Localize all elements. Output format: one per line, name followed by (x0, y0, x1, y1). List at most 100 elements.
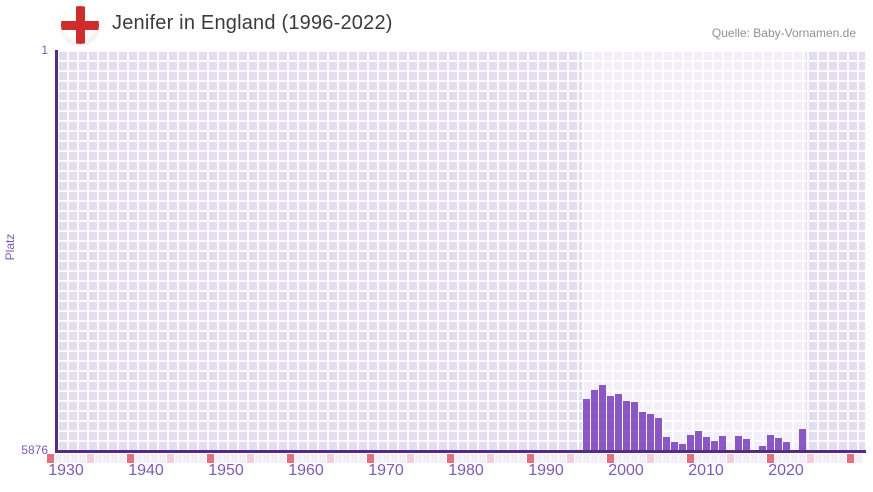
marker-cell-2023 (806, 453, 814, 463)
marker-cell-1968 (366, 453, 374, 463)
bar-2008[interactable] (686, 434, 694, 450)
marker-cell-1961 (310, 453, 318, 463)
marker-row (41, 453, 873, 463)
marker-cell-1960 (302, 453, 310, 463)
marker-cell-1987 (518, 453, 526, 463)
bar-2009[interactable] (694, 431, 702, 450)
marker-cell-2021 (790, 453, 798, 463)
marker-cell-1928 (46, 453, 54, 463)
bar-2015[interactable] (742, 439, 750, 450)
y-axis-line (55, 50, 58, 452)
bar-2011[interactable] (710, 440, 718, 450)
x-tick-label-2020: 2020 (768, 462, 804, 479)
marker-cell-2017 (758, 453, 766, 463)
marker-cell-1952 (238, 453, 246, 463)
x-tick-label-2010: 2010 (688, 462, 724, 479)
marker-cell-2016 (750, 453, 758, 463)
source-credit-link[interactable]: Quelle: Baby-Vornamen.de (711, 26, 856, 40)
marker-cell-1972 (398, 453, 406, 463)
x-tick-label-1930: 1930 (48, 462, 84, 479)
y-min-label: 5876 (21, 443, 48, 457)
marker-cell-1929 (54, 453, 62, 463)
plot-area (57, 50, 865, 450)
bar-2018[interactable] (766, 435, 774, 450)
bar-1996[interactable] (590, 389, 598, 450)
marker-cell-2013 (726, 453, 734, 463)
marker-cell-1936 (110, 453, 118, 463)
bar-2006[interactable] (670, 442, 678, 450)
marker-cell-2000 (622, 453, 630, 463)
marker-cell-1934 (94, 453, 102, 463)
bar-2012[interactable] (718, 436, 726, 450)
marker-cell-2004 (654, 453, 662, 463)
marker-cell-2027 (838, 453, 846, 463)
marker-cell-1980 (462, 453, 470, 463)
marker-cell-2006 (670, 453, 678, 463)
x-tick-label-1990: 1990 (528, 462, 564, 479)
marker-cell-1963 (326, 453, 334, 463)
bar-2022[interactable] (798, 429, 806, 450)
bar-1995[interactable] (582, 399, 590, 450)
y-max-label: 1 (41, 43, 48, 57)
marker-cell-1995 (582, 453, 590, 463)
bar-2014[interactable] (734, 436, 742, 450)
marker-cell-1969 (374, 453, 382, 463)
marker-cell-1991 (550, 453, 558, 463)
england-flag-icon (61, 6, 99, 44)
marker-cell-1981 (470, 453, 478, 463)
marker-cell-1943 (166, 453, 174, 463)
marker-cell-1945 (182, 453, 190, 463)
marker-cell-1993 (566, 453, 574, 463)
marker-cell-2012 (718, 453, 726, 463)
bar-2007[interactable] (678, 444, 686, 450)
marker-cell-1986 (510, 453, 518, 463)
bar-2020[interactable] (782, 442, 790, 450)
bar-2004[interactable] (654, 417, 662, 450)
marker-cell-1982 (478, 453, 486, 463)
marker-cell-1948 (206, 453, 214, 463)
marker-cell-1977 (438, 453, 446, 463)
marker-cell-1967 (358, 453, 366, 463)
marker-cell-1990 (542, 453, 550, 463)
marker-cell-2002 (638, 453, 646, 463)
marker-cell-2011 (710, 453, 718, 463)
highlight-band (582, 50, 806, 450)
bar-2003[interactable] (646, 413, 654, 450)
bar-2010[interactable] (702, 436, 710, 450)
bar-2005[interactable] (662, 437, 670, 450)
marker-cell-2014 (734, 453, 742, 463)
page-title: Jenifer in England (1996-2022) (112, 12, 393, 34)
marker-cell-1999 (614, 453, 622, 463)
marker-cell-1994 (574, 453, 582, 463)
marker-cell-1947 (198, 453, 206, 463)
x-tick-label-1980: 1980 (448, 462, 484, 479)
bar-2002[interactable] (638, 412, 646, 450)
marker-cell-1996 (590, 453, 598, 463)
marker-cell-1933 (86, 453, 94, 463)
marker-cell-2005 (662, 453, 670, 463)
bar-2001[interactable] (630, 401, 638, 450)
marker-cell-1932 (78, 453, 86, 463)
x-tick-label-1970: 1970 (368, 462, 404, 479)
bar-1997[interactable] (598, 384, 606, 450)
marker-cell-1962 (318, 453, 326, 463)
marker-cell-1940 (142, 453, 150, 463)
marker-cell-1971 (390, 453, 398, 463)
marker-cell-1989 (534, 453, 542, 463)
bar-1999[interactable] (614, 393, 622, 450)
marker-cell-1959 (294, 453, 302, 463)
bar-2017[interactable] (758, 445, 766, 450)
bar-2019[interactable] (774, 438, 782, 450)
x-tick-label-2000: 2000 (608, 462, 644, 479)
marker-cell-1988 (526, 453, 534, 463)
bar-1998[interactable] (606, 395, 614, 450)
marker-cell-1953 (246, 453, 254, 463)
marker-cell-2022 (798, 453, 806, 463)
marker-cell-1984 (494, 453, 502, 463)
flag-cross-horizontal (61, 20, 99, 30)
marker-cell-1958 (286, 453, 294, 463)
x-tick-label-1960: 1960 (288, 462, 324, 479)
bar-2000[interactable] (622, 400, 630, 450)
marker-cell-1946 (190, 453, 198, 463)
